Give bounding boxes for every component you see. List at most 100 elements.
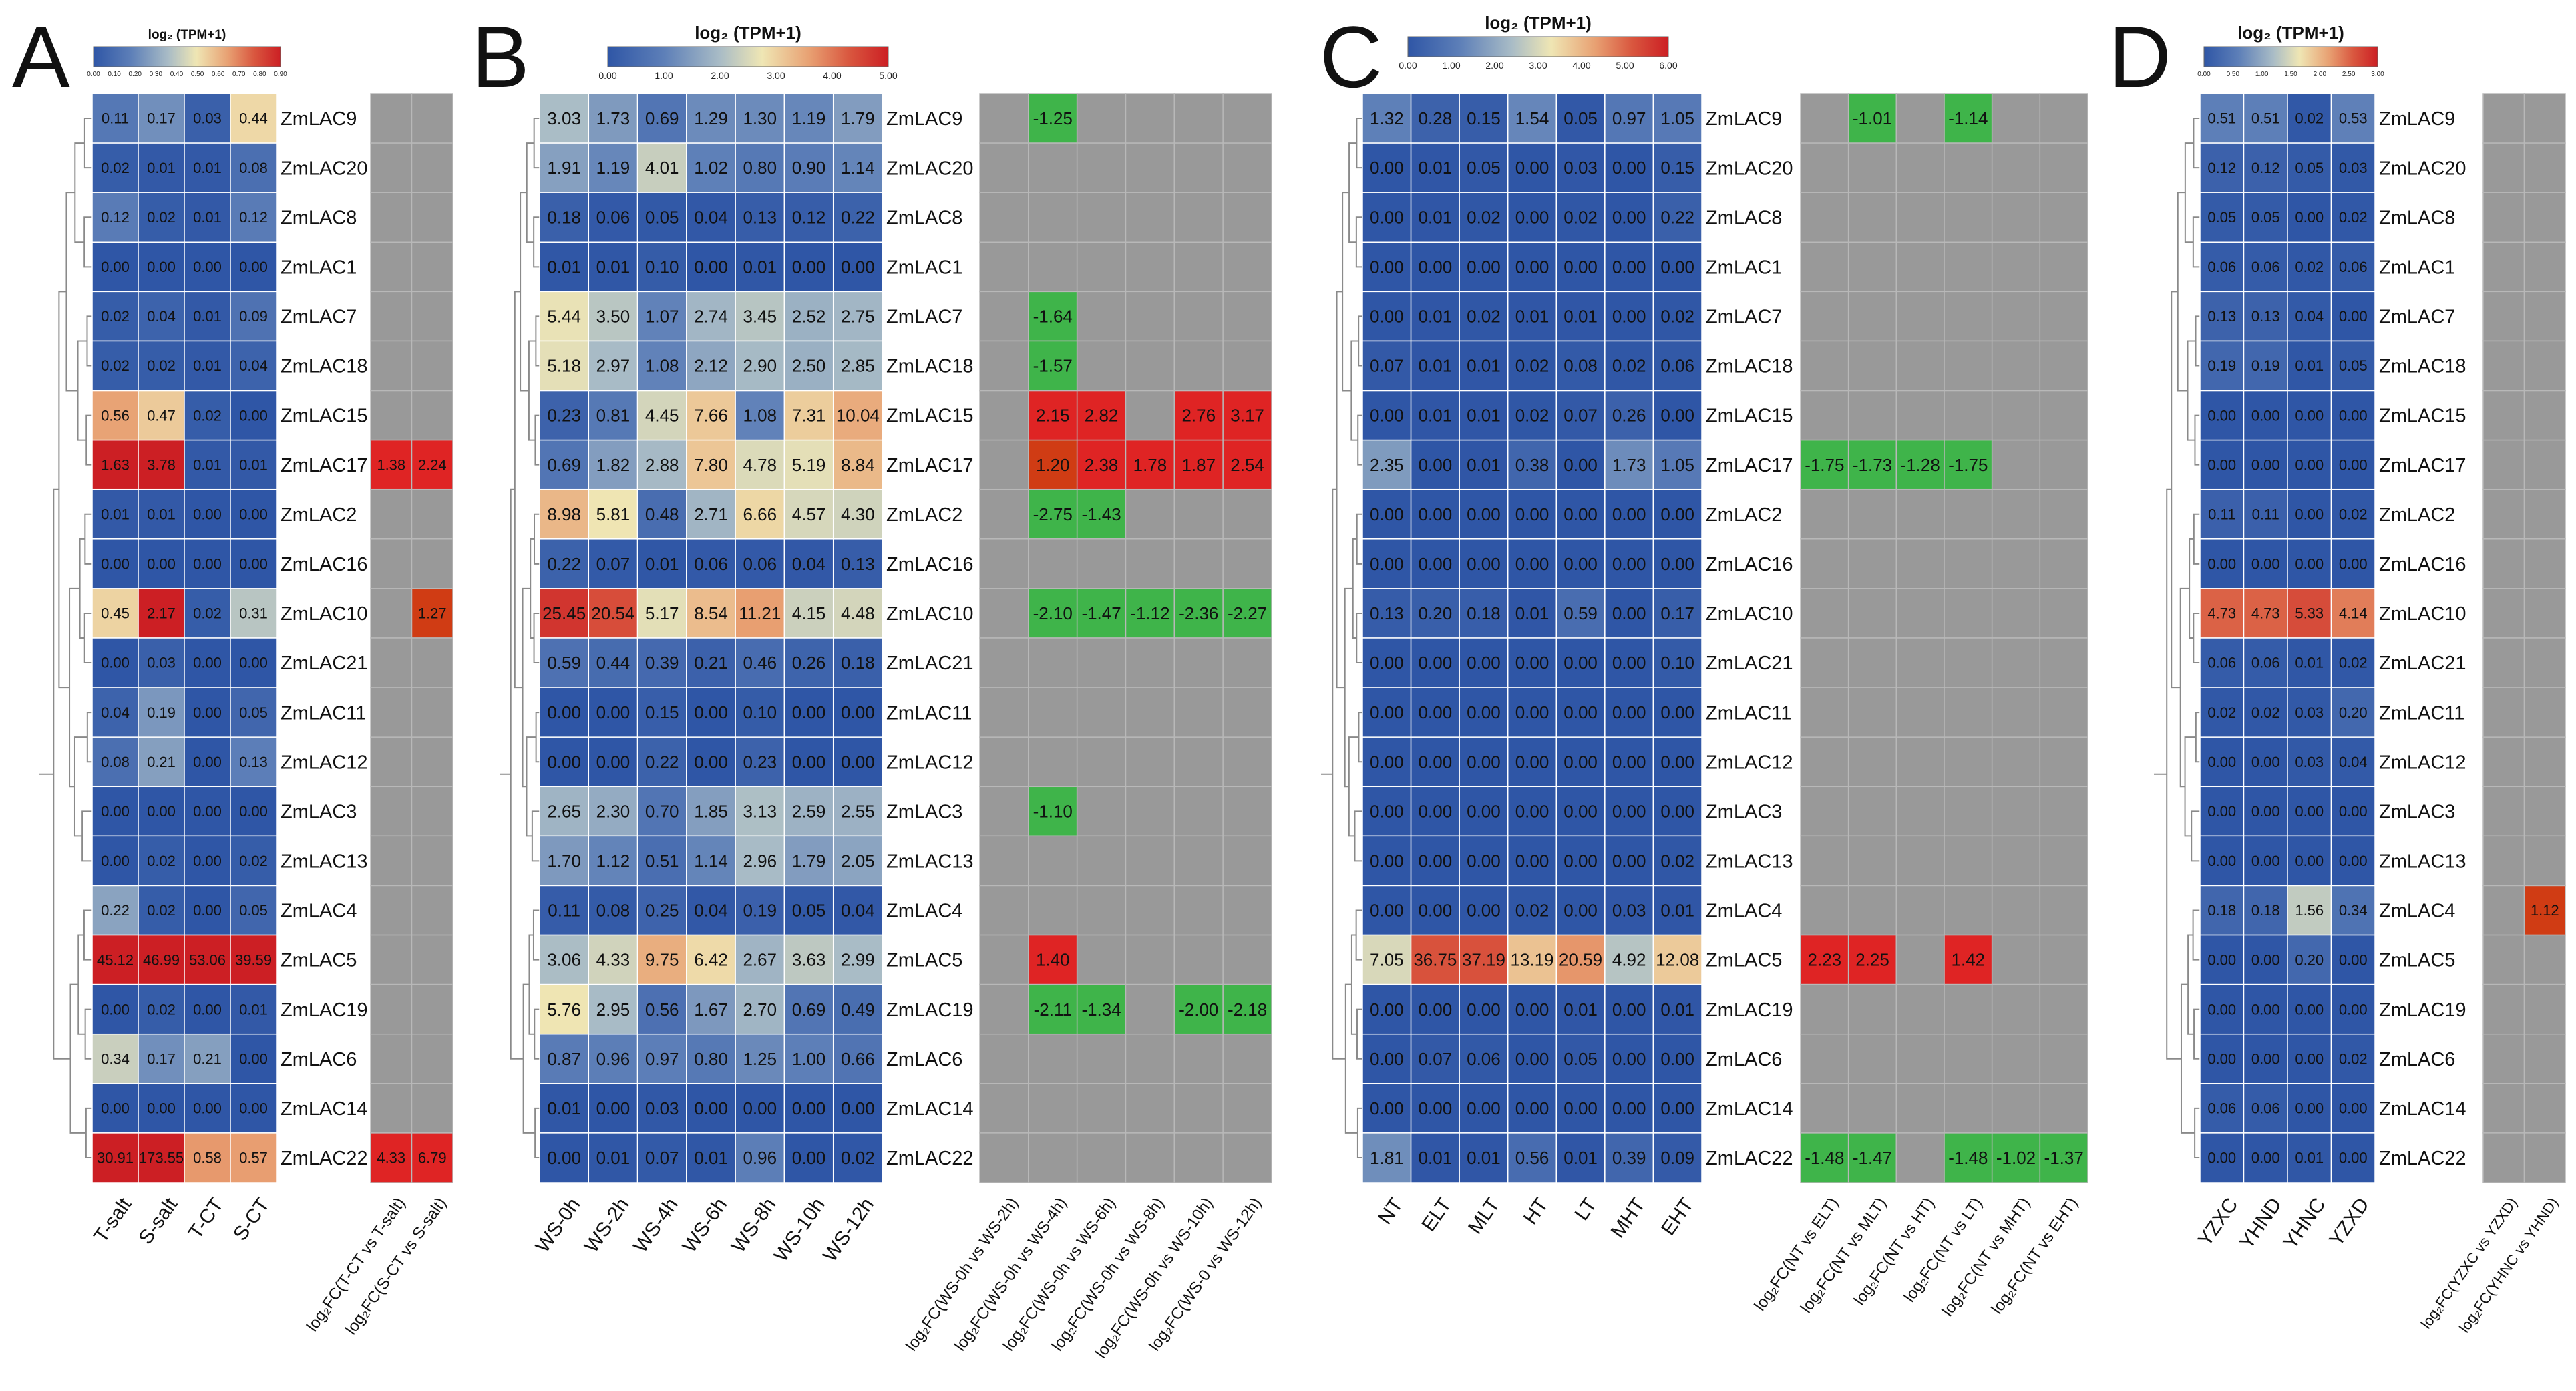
heatmap-cell-value: 0.00 (2207, 951, 2236, 968)
gene-label: ZmLAC10 (2379, 603, 2466, 625)
foldchange-cell-value: 1.20 (1036, 455, 1070, 475)
heatmap-cell-value: 0.01 (1563, 999, 1598, 1020)
foldchange-cell (1800, 885, 1849, 936)
gene-label: ZmLAC11 (2379, 702, 2464, 724)
heatmap-cell (1604, 786, 1654, 837)
heatmap-cell-value: 0.00 (2207, 1150, 2236, 1167)
heatmap-cell-value: 0.01 (1467, 1148, 1501, 1168)
heatmap-cell-value: 0.38 (1515, 455, 1549, 475)
heatmap-cell-value: 0.00 (792, 257, 826, 277)
heatmap-cell-value: 11.21 (739, 603, 781, 623)
heatmap-cell (1410, 983, 1460, 1035)
heatmap-cell-value: 1.08 (645, 356, 679, 376)
foldchange-cell (1847, 983, 1897, 1035)
heatmap-cell-value: 0.02 (2251, 704, 2280, 721)
heatmap-cell-value: 0.01 (1419, 356, 1453, 376)
foldchange-cell (2039, 340, 2088, 392)
heatmap-cell (138, 588, 185, 639)
foldchange-cell (1125, 1083, 1175, 1134)
heatmap-cell-value: 0.00 (1515, 554, 1549, 574)
heatmap-cell-value: 0.69 (792, 999, 826, 1020)
heatmap-cell-value: 0.00 (193, 506, 222, 522)
gene-label: ZmLAC22 (281, 1148, 368, 1169)
foldchange-cell (1076, 93, 1127, 144)
gene-label: ZmLAC2 (281, 504, 357, 526)
heatmap-cell-value: 0.00 (1419, 1098, 1453, 1118)
heatmap-cell-value: 0.01 (1660, 901, 1694, 921)
heatmap-cell-value: 0.00 (2295, 803, 2324, 820)
colorbar-tick: 0.80 (253, 71, 266, 78)
heatmap-cell-value: 0.45 (101, 605, 130, 622)
gene-label: ZmLAC13 (1706, 851, 1793, 873)
foldchange-cell (1076, 439, 1127, 490)
heatmap-cell-value: 0.00 (1612, 653, 1646, 673)
foldchange-cell (1944, 835, 1993, 887)
heatmap-cell (2199, 786, 2245, 837)
heatmap-cell (1362, 390, 1412, 441)
heatmap-cell-value: 2.17 (147, 605, 176, 622)
dendrogram-branch (65, 192, 78, 392)
heatmap-cell-value: 0.00 (2207, 556, 2236, 573)
foldchange-cell (411, 637, 453, 688)
heatmap-cell-value: 0.00 (1467, 999, 1501, 1020)
heatmap-cell (783, 885, 834, 936)
gene-label: ZmLAC3 (1706, 801, 1782, 822)
foldchange-cell (1944, 885, 1993, 936)
foldchange-cell (2039, 291, 2088, 342)
foldchange-cell (2482, 637, 2525, 688)
heatmap-cell (138, 390, 185, 441)
foldchange-cell-value: 1.27 (418, 605, 447, 622)
heatmap-cell (230, 637, 277, 688)
heatmap-cell-value: 2.95 (596, 999, 630, 1020)
dendrogram-branch (2193, 1008, 2200, 1060)
foldchange-heatmap: 1.38 2.24 1.27 4.33 6.79 (370, 93, 453, 1183)
heatmap-cell (686, 291, 736, 342)
colorbar-tick: 2.50 (2342, 71, 2356, 78)
foldchange-cell (979, 291, 1029, 342)
foldchange-cell (1173, 786, 1224, 837)
heatmap-cell (636, 340, 687, 392)
heatmap-cell (1410, 1083, 1460, 1134)
gene-label: ZmLAC17 (2379, 455, 2466, 476)
dendrogram-branch (1344, 983, 1358, 1134)
heatmap-cell (2330, 340, 2376, 392)
colorbar-title: log₂ (TPM+1) (695, 23, 801, 43)
foldchange-cell (2482, 340, 2525, 392)
heatmap-cell-value: 0.00 (1515, 999, 1549, 1020)
heatmap-cell (184, 637, 231, 688)
heatmap-cell (1604, 835, 1654, 887)
heatmap-cell (2330, 687, 2376, 738)
heatmap-cell (539, 192, 590, 243)
heatmap-cell-value: 0.00 (239, 803, 268, 820)
heatmap-cell (783, 241, 834, 293)
heatmap-cell (1410, 1132, 1460, 1183)
tpm-heatmap: 0.11 0.17 0.03 0.44 0.02 0.01 0.01 0.08 0.12 0.02… (91, 93, 277, 1183)
foldchange-cell (1222, 1083, 1272, 1134)
heatmap-cell (1652, 885, 1702, 936)
foldchange-cell (370, 390, 413, 441)
heatmap-cell-value: 0.06 (743, 554, 777, 574)
foldchange-cell (1944, 390, 1993, 441)
heatmap-cell (230, 1083, 277, 1134)
heatmap-cell-value: 0.00 (1419, 702, 1453, 722)
heatmap-cell-value: 1.14 (841, 158, 875, 178)
heatmap-cell-value: 0.39 (645, 653, 679, 673)
heatmap-cell-value: 0.49 (841, 999, 875, 1020)
foldchange-cell (1800, 1132, 1849, 1183)
gene-label: ZmLAC15 (281, 406, 368, 427)
foldchange-cell-value: 1.87 (1181, 455, 1216, 475)
dendrogram-branch (83, 909, 92, 961)
heatmap-cell (2199, 1033, 2245, 1084)
foldchange-cell (1028, 1033, 1078, 1084)
foldchange-cell (2482, 488, 2525, 540)
heatmap-cell-value: 1.19 (596, 158, 630, 178)
heatmap-cell-value: 1.56 (2295, 902, 2324, 919)
heatmap-cell-value: 7.05 (1370, 950, 1404, 970)
colorbar-tick: 0.00 (1399, 60, 1417, 71)
heatmap-cell-value: 0.47 (147, 407, 176, 424)
heatmap-cell (184, 736, 231, 788)
foldchange-cell (2482, 934, 2525, 985)
foldchange-cell-value: 2.15 (1036, 406, 1070, 426)
heatmap-cell-value: 5.17 (645, 603, 679, 623)
heatmap-cell (2330, 1132, 2376, 1183)
